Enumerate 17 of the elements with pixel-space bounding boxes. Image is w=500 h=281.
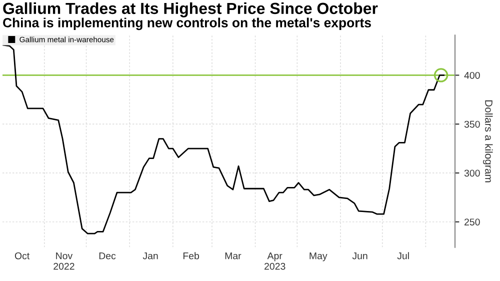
y-tick-label: 300 (464, 170, 480, 177)
x-tick-label: Oct (14, 252, 30, 260)
y-tick-label: 350 (464, 120, 480, 128)
y-tick-label: 250 (464, 218, 480, 226)
x-tick-label: Jan (142, 252, 158, 260)
x-tick-label: Dec (99, 252, 116, 260)
y-tick-label: 400 (464, 72, 480, 79)
x-tick-label: Mar (225, 252, 242, 260)
y-axis-title: Dollars a kilogram (483, 100, 493, 182)
x-tick-label: Nov 2022 (54, 252, 74, 270)
x-tick-label: Jul (397, 252, 409, 260)
x-tick-label: May (310, 252, 328, 262)
chart-title: Gallium Trades at Its Highest Price Since October (3, 2, 378, 18)
x-tick-label: Feb (183, 252, 200, 260)
x-tick-label: Apr 2023 (264, 252, 286, 270)
x-tick-label: Jun (352, 252, 368, 260)
chart-subtitle: China is implementing new controls on the metal's exports (3, 18, 371, 30)
